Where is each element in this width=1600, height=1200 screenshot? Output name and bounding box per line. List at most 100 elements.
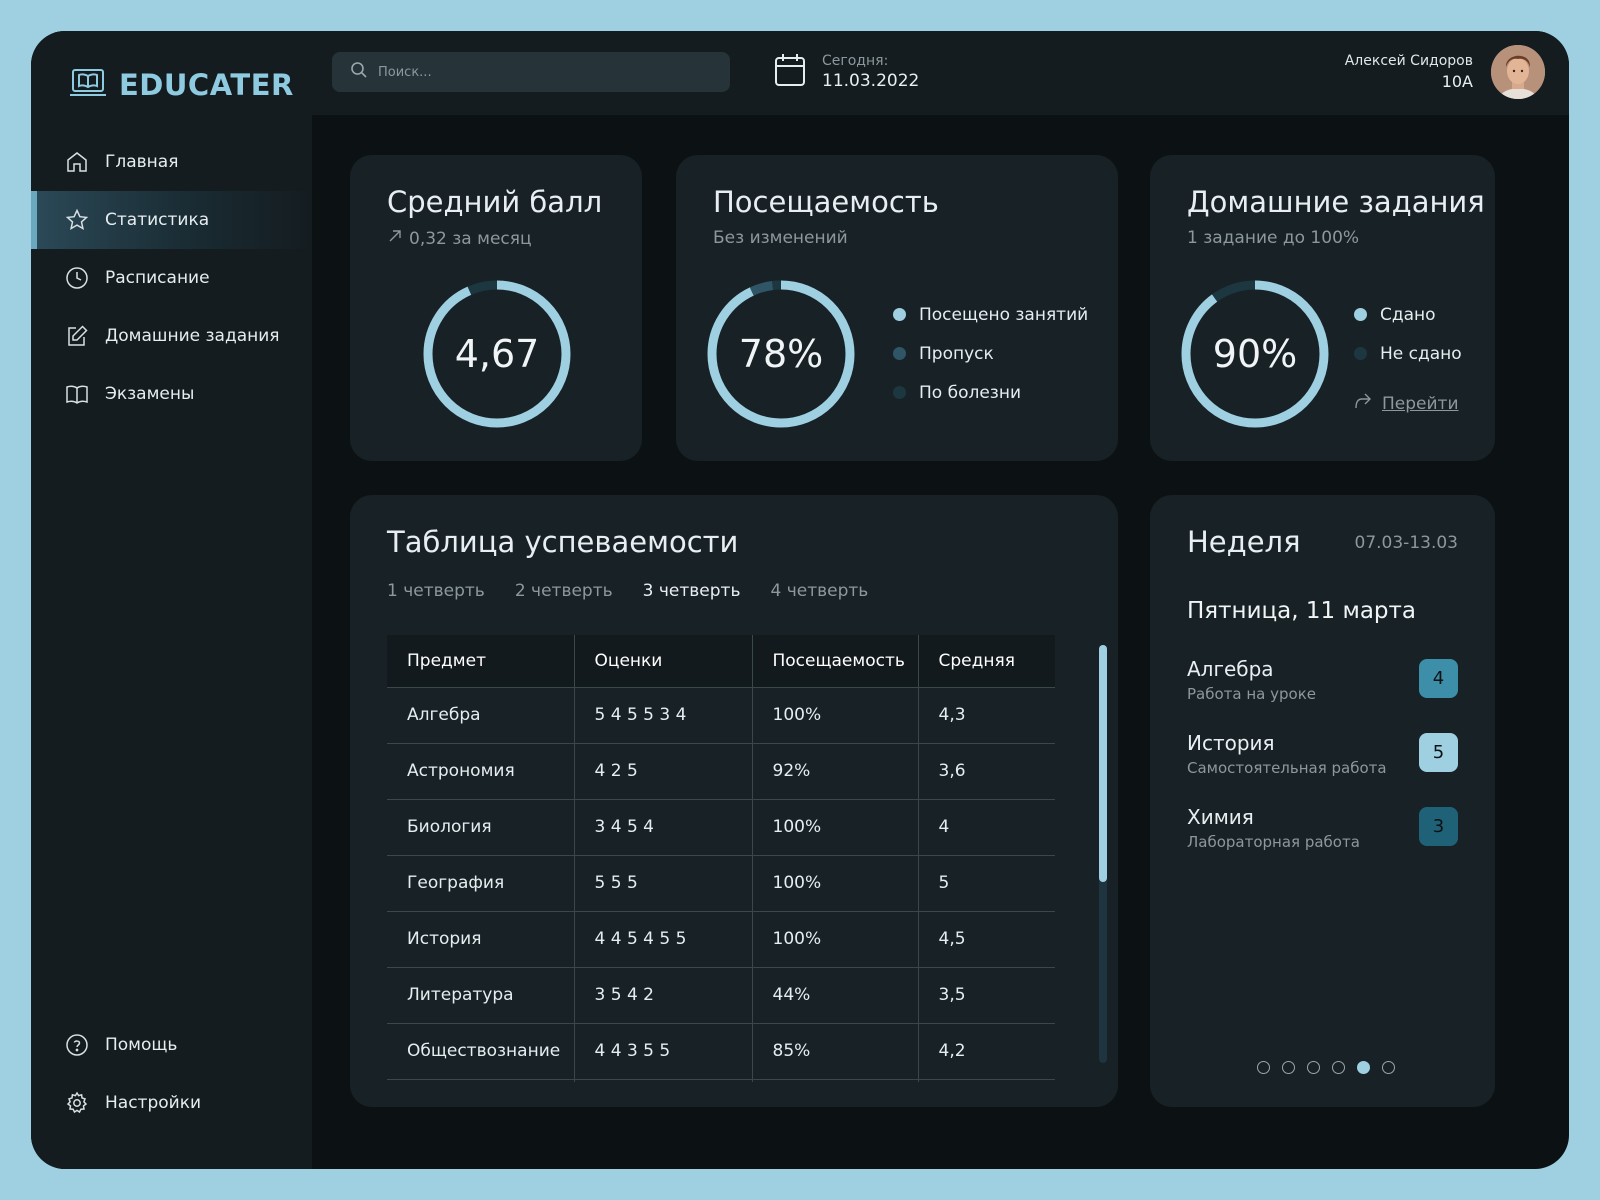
- table-row[interactable]: Астрономия 4 2 5 92% 3,6: [387, 743, 1055, 800]
- cell-average: 5: [917, 855, 1055, 912]
- list-item[interactable]: Химия Лабораторная работа 3: [1187, 805, 1458, 879]
- cell-attendance: 100%: [751, 911, 918, 968]
- lesson-list: Алгебра Работа на уроке 4 История Самост…: [1187, 657, 1458, 879]
- legend-label: Не сдано: [1380, 343, 1462, 364]
- cell-subject: Обществознание: [387, 1023, 574, 1080]
- sidebar-item-label: Настройки: [105, 1093, 202, 1113]
- cell-attendance: 44%: [751, 967, 918, 1024]
- search-box[interactable]: [332, 52, 730, 92]
- table-row[interactable]: [387, 1079, 1055, 1082]
- cell-average: 4,3: [917, 687, 1055, 744]
- table-row[interactable]: Обществознание 4 4 3 5 5 85% 4,2: [387, 1023, 1055, 1080]
- user-name: Алексей Сидоров: [1344, 53, 1473, 69]
- table-row[interactable]: Биология 3 4 5 4 100% 4: [387, 799, 1055, 856]
- today-date: 11.03.2022: [822, 71, 920, 91]
- cell-grades: 4 4 5 4 5 5: [573, 911, 752, 968]
- table-scrollbar[interactable]: [1099, 645, 1107, 1063]
- tab-quarter-2[interactable]: 2 четверть: [514, 581, 613, 601]
- help-icon: [65, 1033, 89, 1057]
- edit-icon: [65, 324, 89, 348]
- list-item[interactable]: История Самостоятельная работа 5: [1187, 731, 1458, 805]
- user-profile[interactable]: Алексей Сидоров 10А: [1345, 45, 1545, 99]
- logo[interactable]: EDUCATER: [69, 67, 294, 103]
- homework-arc: [1181, 280, 1329, 428]
- search-icon: [350, 61, 368, 83]
- grades-table-card: Таблица успеваемости 1 четверть 2 четвер…: [350, 495, 1118, 1107]
- table-scrollbar-thumb[interactable]: [1099, 645, 1107, 882]
- pager-dot[interactable]: [1382, 1061, 1395, 1074]
- tab-quarter-1[interactable]: 1 четверть: [387, 581, 485, 601]
- grade-badge: 4: [1419, 659, 1458, 698]
- legend-label: Посещено занятий: [919, 304, 1089, 325]
- sidebar-item-statistics[interactable]: Статистика: [31, 191, 312, 249]
- week-day-title: Пятница, 11 марта: [1187, 598, 1417, 624]
- cell-average: 4: [917, 799, 1055, 856]
- lesson-type: Самостоятельная работа: [1187, 759, 1387, 777]
- column-header-average[interactable]: Средняя: [917, 635, 1055, 688]
- table-row[interactable]: История 4 4 5 4 5 5 100% 4,5: [387, 911, 1055, 968]
- average-score-card: Средний балл 0,32 за месяц 4,67: [350, 155, 642, 461]
- sidebar-item-homework[interactable]: Домашние задания: [31, 307, 312, 365]
- cell-grades: 4 2 5: [573, 743, 752, 800]
- avatar[interactable]: [1491, 45, 1545, 99]
- sidebar-item-schedule[interactable]: Расписание: [31, 249, 312, 307]
- legend-label: Сдано: [1380, 304, 1436, 325]
- tab-quarter-4[interactable]: 4 четверть: [770, 581, 869, 601]
- sidebar: EDUCATER Главная Статистика Расписание: [31, 31, 312, 1169]
- table-row[interactable]: География 5 5 5 100% 5: [387, 855, 1055, 912]
- pager-dot[interactable]: [1307, 1061, 1320, 1074]
- sidebar-item-label: Экзамены: [105, 384, 195, 404]
- attendance-value: 78%: [738, 332, 824, 376]
- cell-subject: Биология: [387, 799, 574, 856]
- cell-subject: Алгебра: [387, 687, 574, 744]
- today-label: Сегодня:: [822, 53, 889, 69]
- sidebar-item-label: Главная: [105, 152, 179, 172]
- pager-dot[interactable]: [1332, 1061, 1345, 1074]
- card-subtitle-text: 0,32 за месяц: [409, 228, 532, 249]
- legend-item-not-submitted: Не сдано: [1354, 334, 1462, 373]
- cell-average: 4,2: [917, 1023, 1055, 1080]
- legend-dot: [893, 347, 906, 360]
- cell-attendance: [751, 1079, 918, 1082]
- grades-table: Предмет Оценки Посещаемость Средняя Алге…: [387, 635, 1055, 1082]
- card-title: Таблица успеваемости: [387, 525, 739, 559]
- sidebar-item-exams[interactable]: Экзамены: [31, 365, 312, 423]
- cell-grades: [573, 1079, 752, 1082]
- homework-legend: Сдано Не сдано Перейти: [1354, 295, 1462, 414]
- sidebar-bottom-nav: Помощь Настройки: [31, 1016, 312, 1132]
- legend-dot: [893, 386, 906, 399]
- tab-quarter-3[interactable]: 3 четверть: [642, 581, 741, 601]
- goto-link-text[interactable]: Перейти: [1382, 393, 1459, 414]
- pager-dot[interactable]: [1357, 1061, 1370, 1074]
- cell-attendance: 92%: [751, 743, 918, 800]
- search-input[interactable]: [378, 64, 698, 80]
- pager-dot[interactable]: [1257, 1061, 1270, 1074]
- today-block: Сегодня: 11.03.2022: [774, 53, 919, 91]
- column-header-subject[interactable]: Предмет: [387, 635, 574, 688]
- cell-subject: [387, 1079, 574, 1082]
- sidebar-item-help[interactable]: Помощь: [31, 1016, 312, 1074]
- column-header-grades[interactable]: Оценки: [573, 635, 752, 688]
- attendance-card: Посещаемость Без изменений 78% Посещено …: [676, 155, 1118, 461]
- table-row[interactable]: Алгебра 5 4 5 5 3 4 100% 4,3: [387, 687, 1055, 744]
- table-row[interactable]: Литература 3 5 4 2 44% 3,5: [387, 967, 1055, 1024]
- legend-item-sick: По болезни: [893, 373, 1088, 412]
- homework-goto-link[interactable]: Перейти: [1354, 393, 1462, 414]
- lesson-type: Работа на уроке: [1187, 685, 1316, 703]
- cell-average: 3,5: [917, 967, 1055, 1024]
- week-pager: [1257, 1061, 1395, 1074]
- pager-dot[interactable]: [1282, 1061, 1295, 1074]
- legend-dot: [1354, 308, 1367, 321]
- sidebar-item-home[interactable]: Главная: [31, 133, 312, 191]
- card-title: Посещаемость: [713, 185, 939, 219]
- sidebar-item-settings[interactable]: Настройки: [31, 1074, 312, 1132]
- topbar: Сегодня: 11.03.2022 Алексей Сидоров 10А: [312, 31, 1569, 115]
- cell-attendance: 100%: [751, 855, 918, 912]
- book-icon: [65, 382, 89, 406]
- user-class: 10А: [1441, 72, 1473, 91]
- average-score-arc: [423, 280, 571, 428]
- cell-grades: 5 4 5 5 3 4: [573, 687, 752, 744]
- list-item[interactable]: Алгебра Работа на уроке 4: [1187, 657, 1458, 731]
- cell-subject: Литература: [387, 967, 574, 1024]
- column-header-attendance[interactable]: Посещаемость: [751, 635, 918, 688]
